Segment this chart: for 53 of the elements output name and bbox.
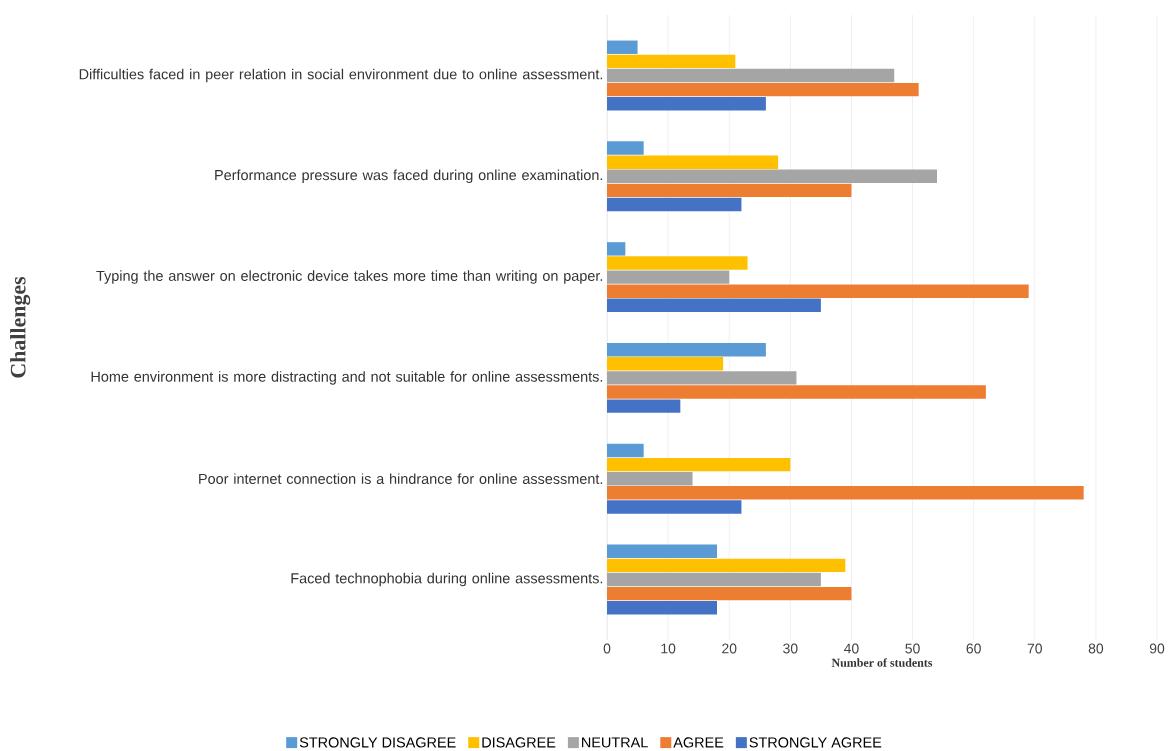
x-tick-label: 50 <box>905 643 920 654</box>
bar <box>607 572 821 587</box>
x-tick-label: 80 <box>1088 643 1104 654</box>
bar <box>607 457 791 472</box>
x-axis-title: Number of students <box>831 658 933 667</box>
x-tick-label: 70 <box>1027 643 1042 654</box>
x-tick-label: 90 <box>1149 643 1165 654</box>
bar <box>607 256 748 270</box>
bar <box>607 284 1029 298</box>
y-tick-label: Performance pressure was faced during online examination. <box>215 169 603 184</box>
x-tick-label: 10 <box>661 643 676 654</box>
y-tick-label: Poor internet connection is a hindrance for online assessment. <box>199 473 603 485</box>
bar <box>607 357 724 371</box>
bar <box>607 169 937 183</box>
y-tick-label: Home environment is more distracting and not suitable for online assessments. <box>91 371 603 385</box>
x-tick-label: 60 <box>966 643 981 654</box>
bar <box>607 40 638 54</box>
y-tick-label: Faced technophobia during online assessments. <box>291 572 603 587</box>
bar <box>607 68 895 83</box>
legend-label: DISAGREE <box>482 737 556 748</box>
bar <box>607 298 821 313</box>
bar <box>607 197 742 212</box>
bar <box>607 443 644 458</box>
bar <box>607 183 852 198</box>
legend-label: STRONGLY DISAGREE <box>299 737 456 748</box>
bar <box>607 558 846 573</box>
bar <box>607 242 626 256</box>
legend-label: STRONGLY AGREE <box>749 737 882 748</box>
bar <box>607 601 717 615</box>
legend-label: AGREE <box>673 737 724 748</box>
x-tick-label: 40 <box>844 643 859 654</box>
bar <box>607 586 852 601</box>
bar <box>607 544 717 558</box>
x-tick-label: 0 <box>603 643 611 654</box>
y-tick-label: Typing the answer on electronic device takes more time than writing on paper. <box>96 270 603 284</box>
bar <box>607 141 644 155</box>
y-axis-title: Challenges <box>10 276 31 378</box>
bar <box>607 82 919 97</box>
x-tick-label: 30 <box>783 643 798 654</box>
bar <box>607 472 693 486</box>
bar <box>607 500 742 514</box>
x-tick-label: 20 <box>722 643 737 654</box>
bar <box>607 486 1084 500</box>
bar <box>607 155 779 169</box>
bar <box>607 342 766 357</box>
bar <box>607 371 797 385</box>
bar <box>607 270 730 284</box>
y-tick-label: Difficulties faced in peer relation in social environment due to online assessment. <box>79 68 603 83</box>
legend-label: NEUTRAL <box>582 737 648 748</box>
bar <box>607 97 766 111</box>
bar <box>607 385 986 399</box>
bar <box>607 399 681 413</box>
bar <box>607 54 736 69</box>
